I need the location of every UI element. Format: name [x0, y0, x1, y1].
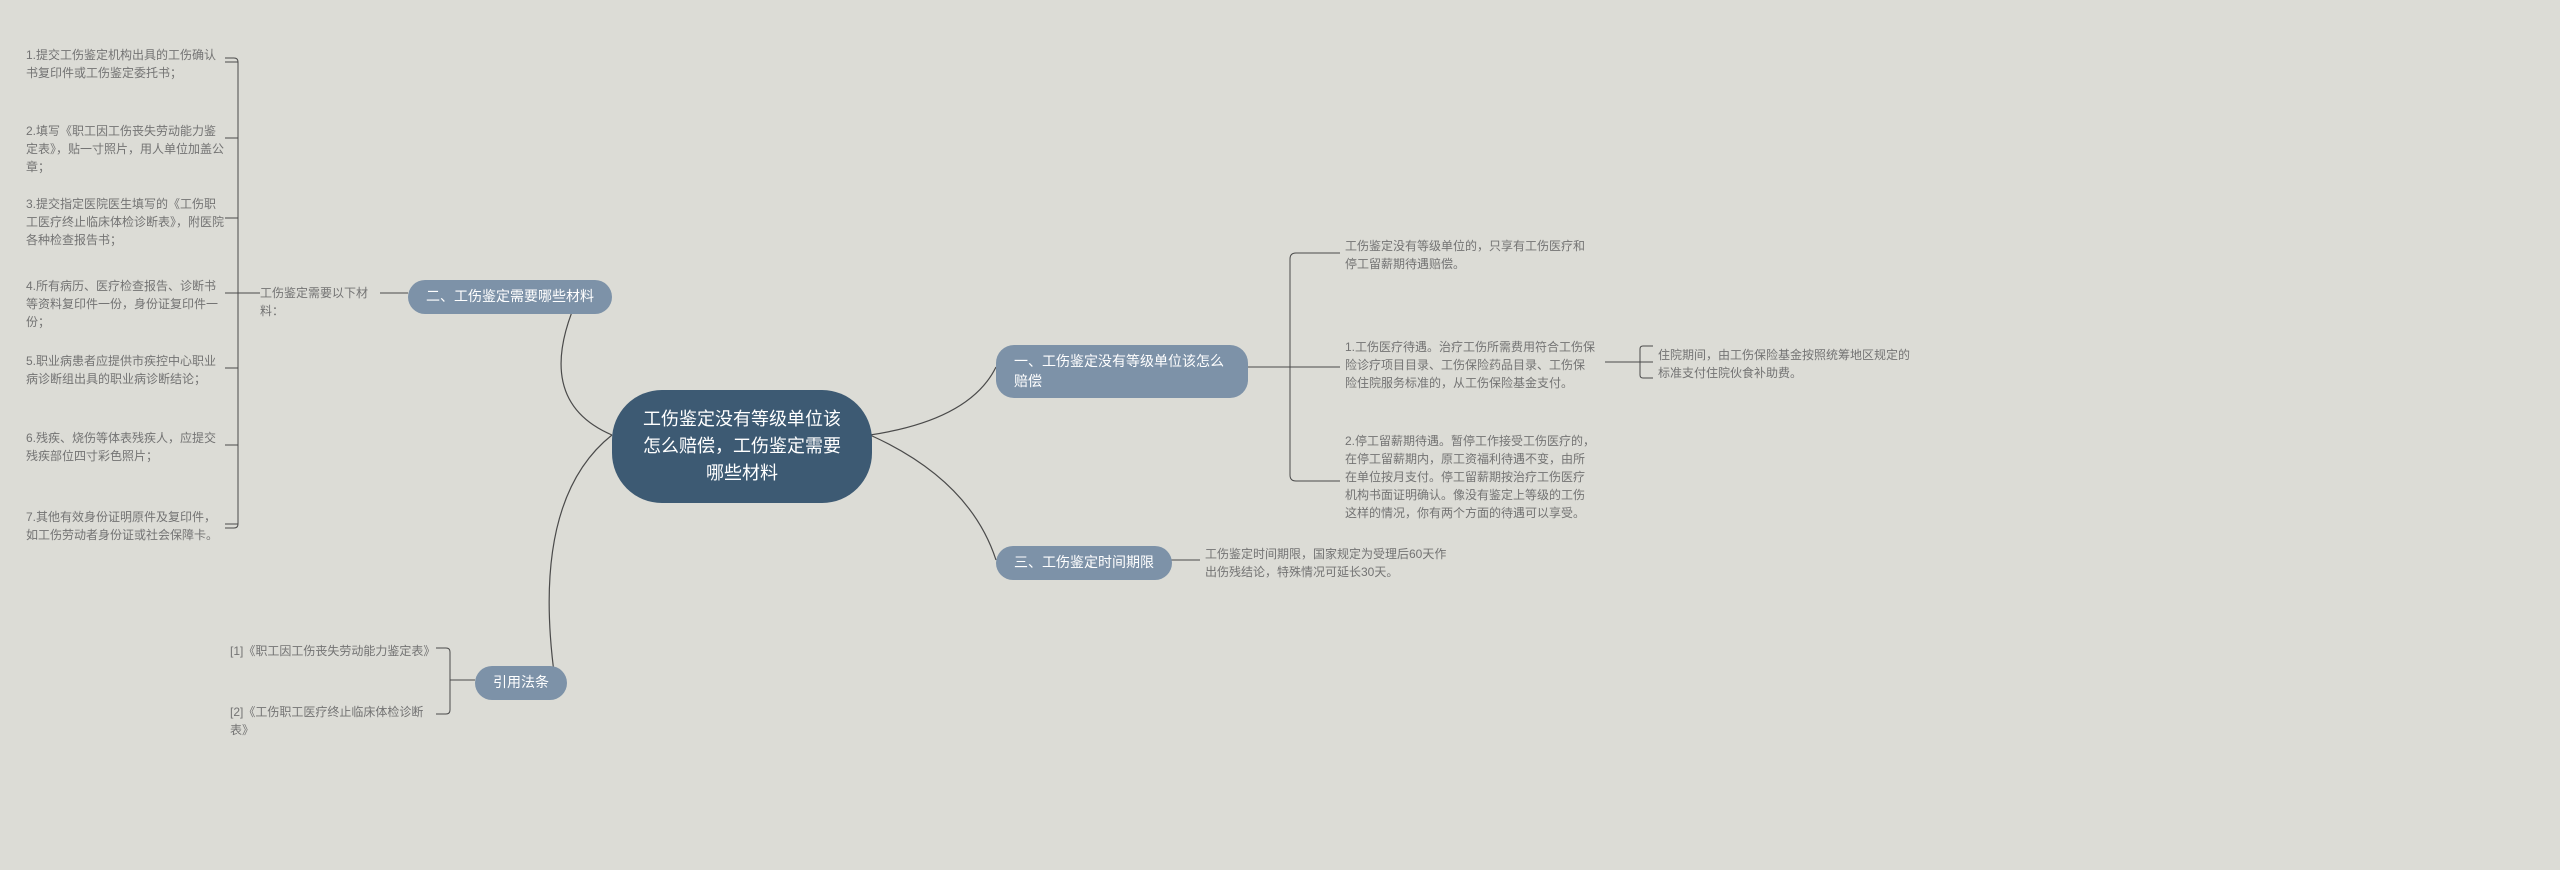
section1-item-2: 2.停工留薪期待遇。暂停工作接受工伤医疗的，在停工留薪期内，原工资福利待遇不变，…	[1345, 432, 1595, 522]
branch-section2: 二、工伤鉴定需要哪些材料	[408, 280, 612, 314]
section2-item-6: 7.其他有效身份证明原件及复印件，如工伤劳动者身份证或社会保障卡。	[26, 508, 226, 544]
section1-title: 一、工伤鉴定没有等级单位该怎么赔偿	[1014, 353, 1224, 389]
section2-item-5: 6.残疾、烧伤等体表残疾人，应提交残疾部位四寸彩色照片；	[26, 429, 226, 465]
citations-title: 引用法条	[493, 674, 549, 690]
branch-section1: 一、工伤鉴定没有等级单位该怎么赔偿	[996, 345, 1248, 398]
section1-extra: 住院期间，由工伤保险基金按照统筹地区规定的标准支付住院伙食补助费。	[1658, 346, 1918, 382]
mindmap-edges	[0, 0, 2560, 870]
section2-item-4: 5.职业病患者应提供市疾控中心职业病诊断组出具的职业病诊断结论；	[26, 352, 226, 388]
section2-title: 二、工伤鉴定需要哪些材料	[426, 288, 594, 304]
section2-item-1: 2.填写《职工因工伤丧失劳动能力鉴定表》，贴一寸照片，用人单位加盖公章；	[26, 122, 226, 176]
section2-item-2: 3.提交指定医院医生填写的《工伤职工医疗终止临床体检诊断表》，附医院各种检查报告…	[26, 195, 226, 249]
section1-item-1: 1.工伤医疗待遇。治疗工伤所需费用符合工伤保险诊疗项目目录、工伤保险药品目录、工…	[1345, 338, 1595, 392]
section2-item-0: 1.提交工伤鉴定机构出具的工伤确认书复印件或工伤鉴定委托书；	[26, 46, 226, 82]
branch-section3: 三、工伤鉴定时间期限	[996, 546, 1172, 580]
root-text: 工伤鉴定没有等级单位该怎么赔偿，工伤鉴定需要哪些材料	[643, 409, 841, 483]
section1-item-0: 工伤鉴定没有等级单位的，只享有工伤医疗和停工留薪期待遇赔偿。	[1345, 237, 1595, 273]
branch-citations: 引用法条	[475, 666, 567, 700]
section3-title: 三、工伤鉴定时间期限	[1014, 554, 1154, 570]
citation-1: [2]《工伤职工医疗终止临床体检诊断表》	[230, 703, 440, 739]
section2-intro: 工伤鉴定需要以下材料：	[260, 284, 385, 320]
citation-0: [1]《职工因工伤丧失劳动能力鉴定表》	[230, 642, 440, 660]
section2-item-3: 4.所有病历、医疗检查报告、诊断书等资料复印件一份，身份证复印件一份；	[26, 277, 226, 331]
section3-text: 工伤鉴定时间期限，国家规定为受理后60天作出伤残结论，特殊情况可延长30天。	[1205, 545, 1455, 581]
root-node: 工伤鉴定没有等级单位该怎么赔偿，工伤鉴定需要哪些材料	[612, 390, 872, 503]
